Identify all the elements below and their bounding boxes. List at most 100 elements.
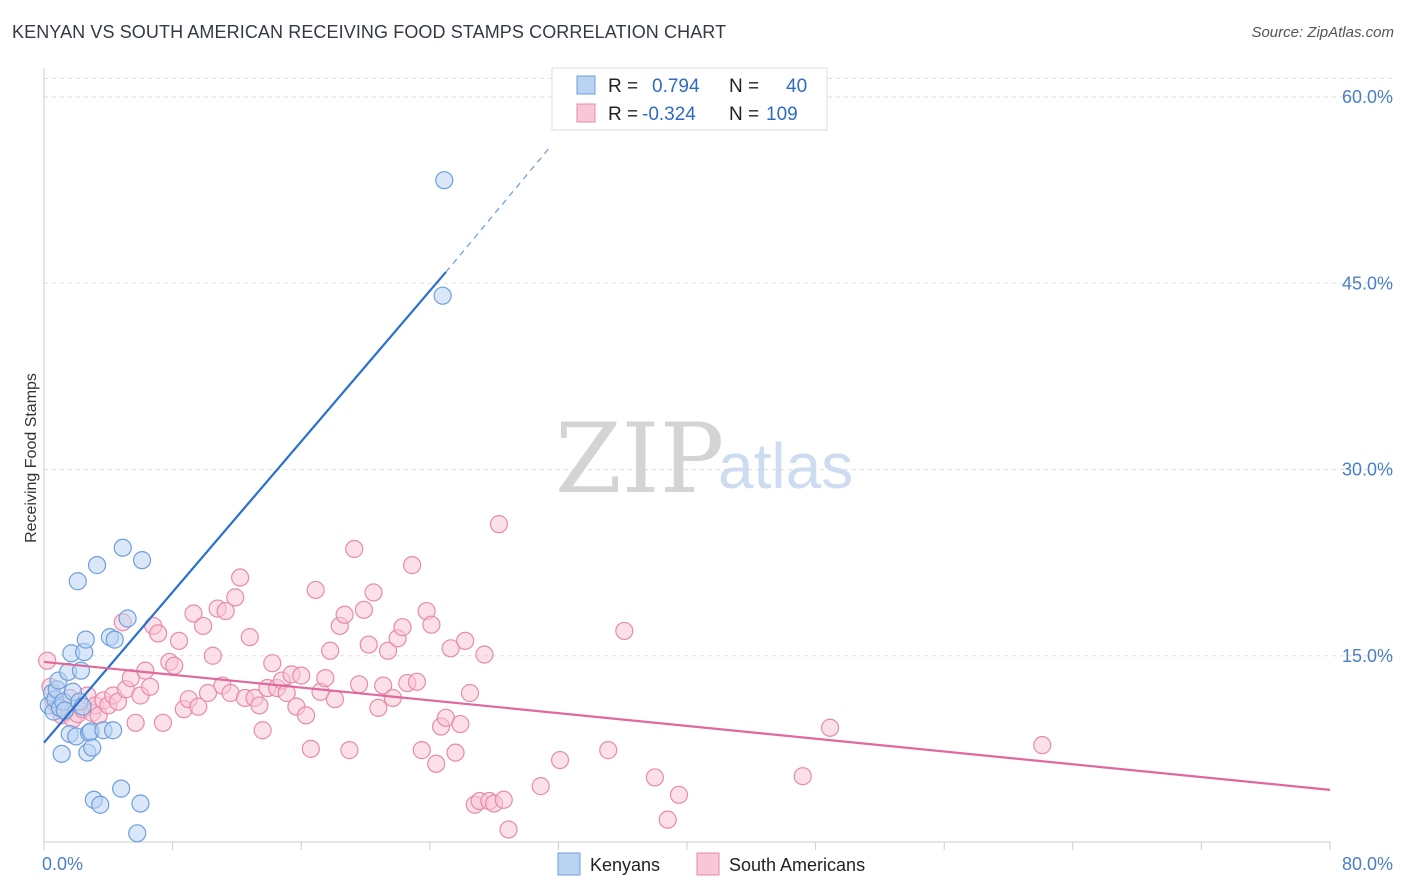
legend-r-label-kenyans: R = — [608, 76, 638, 97]
south-american-point-66 — [340, 741, 359, 760]
south-american-point-102 — [599, 741, 618, 760]
south-american-point-70 — [359, 635, 378, 654]
legend-r-value-south-americans: -0.324 — [642, 104, 696, 125]
south-american-point-47 — [250, 696, 269, 715]
south-american-point-50 — [263, 654, 282, 673]
kenyan-point-26 — [87, 556, 107, 575]
kenyan-point-7 — [52, 744, 71, 763]
south-american-point-40 — [216, 601, 235, 621]
south-american-point-83 — [422, 615, 441, 634]
kenyan-point-36 — [131, 794, 150, 813]
south-american-point-84 — [427, 754, 446, 773]
south-american-point-109 — [1033, 736, 1052, 755]
south-american-point-99 — [499, 820, 518, 839]
south-american-point-77 — [393, 618, 412, 637]
south-american-point-35 — [194, 616, 213, 636]
legend-n-value-south-americans: 109 — [766, 104, 798, 125]
south-american-point-37 — [203, 646, 222, 665]
kenyan-point-31 — [105, 630, 124, 649]
south-american-point-48 — [253, 721, 272, 740]
south-american-point-106 — [669, 785, 689, 804]
south-american-point-74 — [378, 641, 398, 660]
legend-r-label-south-americans: R = — [608, 104, 638, 125]
trend-lines — [43, 146, 1331, 791]
kenyan-point-24 — [83, 738, 102, 757]
south-american-point-26 — [149, 624, 168, 643]
grid-lines — [44, 77, 1393, 657]
chart-title: KENYAN VS SOUTH AMERICAN RECEIVING FOOD … — [12, 22, 727, 42]
south-american-point-33 — [184, 604, 203, 623]
kenyan-point-37 — [132, 551, 152, 570]
south-american-point-89 — [451, 714, 470, 734]
y-axis-label: Receiving Food Stamps — [23, 373, 40, 543]
y-tick-labels: 15.0% 30.0% 45.0% 60.0% — [1342, 87, 1393, 666]
south-american-point-72 — [369, 698, 388, 718]
kenyan-point-18 — [73, 697, 92, 716]
bottom-legend-label-kenyans: Kenyans — [590, 855, 660, 875]
south-american-point-61 — [316, 668, 335, 688]
watermark-zip: ZIP — [555, 403, 724, 515]
south-american-point-68 — [349, 675, 369, 694]
south-american-point-79 — [403, 556, 422, 575]
south-american-point-108 — [820, 718, 840, 737]
legend-n-label-south-americans: N = — [729, 104, 759, 125]
kenyan-point-15 — [68, 572, 87, 591]
kenyan-point-20 — [76, 630, 95, 649]
kenyan-point-33 — [113, 538, 132, 557]
south-american-point-43 — [231, 568, 250, 587]
kenyan-point-34 — [118, 609, 137, 628]
kenyan-point-35 — [128, 824, 147, 843]
south-american-trend-line — [43, 660, 1331, 791]
kenyan-point-39 — [435, 171, 454, 190]
south-american-point-42 — [226, 588, 245, 607]
south-american-point-97 — [489, 515, 509, 534]
series-legend: Kenyans South Americans — [557, 852, 865, 876]
y-tick-label-3: 60.0% — [1342, 87, 1393, 107]
y-tick-label-0: 15.0% — [1342, 646, 1393, 666]
south-american-point-107 — [793, 767, 812, 786]
kenyan-point-30 — [104, 721, 123, 740]
south-american-point-94 — [475, 645, 494, 664]
south-american-point-27 — [153, 713, 173, 732]
y-tick-label-1: 30.0% — [1342, 460, 1393, 480]
south-american-point-34 — [189, 697, 208, 716]
south-american-point-69 — [354, 600, 373, 619]
south-american-point-88 — [446, 743, 465, 762]
kenyan-point-38 — [433, 286, 452, 305]
bottom-legend-swatch-south-americans — [696, 852, 720, 876]
south-american-point-63 — [325, 690, 345, 709]
south-american-point-101 — [550, 750, 570, 770]
south-american-point-71 — [364, 583, 383, 602]
south-american-point-90 — [456, 631, 475, 650]
south-american-point-30 — [169, 631, 189, 650]
south-american-point-67 — [345, 539, 364, 559]
south-american-point-62 — [321, 641, 340, 660]
source-credit: Source: ZipAtlas.com — [1251, 24, 1394, 41]
x-tick-label-0: 0.0% — [42, 854, 83, 874]
south-american-point-98 — [494, 790, 513, 809]
legend-swatch-kenyans — [576, 75, 596, 95]
south-american-point-45 — [240, 628, 259, 647]
kenyan-trend-extension — [445, 146, 551, 273]
south-american-point-59 — [306, 580, 325, 600]
x-tick-labels: 0.0% 80.0% — [42, 854, 1393, 874]
south-american-point-58 — [301, 739, 320, 758]
legend-n-value-kenyans: 40 — [786, 76, 807, 97]
south-american-point-56 — [292, 666, 311, 685]
legend-swatch-south-americans — [576, 103, 596, 123]
south-american-point-65 — [335, 605, 354, 624]
bottom-legend-swatch-kenyans — [557, 852, 581, 876]
kenyan-point-27 — [91, 795, 110, 814]
south-american-point-57 — [296, 706, 316, 725]
south-american-point-105 — [658, 810, 677, 829]
kenyan-point-32 — [112, 779, 131, 798]
south-american-point-36 — [198, 683, 218, 703]
south-american-point-81 — [412, 741, 431, 760]
y-tick-label-2: 45.0% — [1342, 273, 1393, 293]
watermark-atlas: atlas — [718, 430, 853, 502]
south-american-point-29 — [165, 656, 184, 675]
south-american-point-91 — [460, 683, 480, 703]
south-american-point-80 — [407, 672, 427, 691]
correlation-legend: R = 0.794 N = 40 R = -0.324 N = 109 — [551, 67, 828, 131]
